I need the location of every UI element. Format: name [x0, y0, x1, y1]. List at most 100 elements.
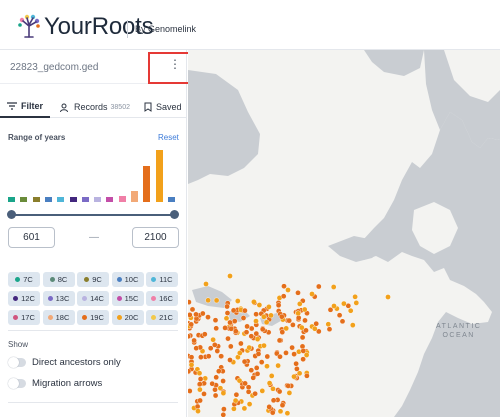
record-marker[interactable]: [279, 402, 286, 409]
record-marker[interactable]: [268, 373, 275, 379]
record-marker[interactable]: [253, 365, 260, 371]
century-chip-8c[interactable]: 8C: [42, 272, 75, 287]
record-marker[interactable]: [339, 318, 346, 325]
record-marker[interactable]: [207, 345, 214, 352]
record-marker[interactable]: [220, 412, 227, 417]
record-marker[interactable]: [331, 303, 337, 309]
record-marker[interactable]: [326, 326, 333, 333]
century-chip-7c[interactable]: 7C: [8, 272, 40, 287]
record-marker[interactable]: [188, 321, 194, 328]
record-marker[interactable]: [299, 334, 306, 341]
record-marker[interactable]: [253, 311, 259, 318]
record-marker[interactable]: [277, 408, 284, 415]
record-marker[interactable]: [205, 314, 211, 320]
record-marker[interactable]: [232, 397, 239, 404]
record-marker[interactable]: [281, 283, 287, 289]
century-chip-17c[interactable]: 17C: [8, 310, 40, 325]
record-marker[interactable]: [230, 307, 237, 314]
record-marker[interactable]: [231, 405, 237, 412]
map-view[interactable]: ATLANTIC OCEAN: [188, 50, 500, 417]
record-marker[interactable]: [210, 336, 216, 343]
record-marker[interactable]: [347, 307, 354, 314]
record-marker[interactable]: [221, 406, 227, 412]
record-marker[interactable]: [225, 335, 231, 342]
record-marker[interactable]: [296, 370, 303, 377]
record-marker[interactable]: [197, 397, 203, 404]
record-marker[interactable]: [222, 325, 228, 331]
record-marker[interactable]: [246, 401, 253, 407]
century-chip-14c[interactable]: 14C: [77, 291, 109, 306]
record-marker[interactable]: [349, 322, 356, 328]
record-marker[interactable]: [227, 357, 233, 363]
record-marker[interactable]: [246, 344, 253, 351]
record-marker[interactable]: [213, 374, 220, 381]
record-marker[interactable]: [235, 298, 241, 304]
record-marker[interactable]: [237, 350, 243, 356]
record-marker[interactable]: [286, 317, 292, 324]
record-marker[interactable]: [283, 350, 289, 356]
century-chip-10c[interactable]: 10C: [111, 272, 144, 287]
more-vertical-icon[interactable]: ⋮: [169, 57, 181, 71]
record-marker[interactable]: [189, 306, 196, 313]
slider-end-handle[interactable]: [170, 210, 179, 219]
record-marker[interactable]: [245, 388, 252, 395]
record-marker[interactable]: [238, 340, 244, 347]
record-marker[interactable]: [214, 348, 221, 354]
record-marker[interactable]: [291, 351, 297, 357]
record-marker[interactable]: [251, 299, 257, 305]
record-marker[interactable]: [315, 328, 322, 335]
century-chip-9c[interactable]: 9C: [77, 272, 109, 287]
record-marker[interactable]: [205, 353, 212, 360]
record-marker[interactable]: [264, 353, 271, 360]
record-marker[interactable]: [209, 380, 216, 387]
record-marker[interactable]: [266, 380, 273, 386]
tab-records[interactable]: Records 38502: [60, 96, 130, 118]
record-marker[interactable]: [309, 291, 315, 297]
record-marker[interactable]: [212, 386, 218, 393]
record-marker[interactable]: [212, 392, 219, 399]
record-marker[interactable]: [201, 331, 208, 338]
record-marker[interactable]: [341, 300, 347, 307]
record-marker[interactable]: [283, 325, 289, 332]
record-marker[interactable]: [385, 294, 391, 300]
record-marker[interactable]: [240, 315, 247, 321]
slider-start-handle[interactable]: [7, 210, 16, 219]
record-marker[interactable]: [188, 368, 192, 375]
record-marker[interactable]: [233, 328, 239, 335]
year-from-input[interactable]: 601: [8, 227, 55, 248]
record-marker[interactable]: [213, 325, 220, 332]
record-marker[interactable]: [236, 377, 243, 384]
record-marker[interactable]: [254, 370, 261, 377]
record-marker[interactable]: [299, 324, 305, 331]
reset-link[interactable]: Reset: [158, 133, 179, 142]
record-marker[interactable]: [286, 390, 293, 396]
record-marker[interactable]: [258, 359, 265, 365]
record-marker[interactable]: [279, 329, 286, 335]
record-marker[interactable]: [212, 317, 219, 324]
year-range-slider[interactable]: [11, 214, 175, 216]
record-marker[interactable]: [220, 378, 226, 384]
record-marker[interactable]: [279, 313, 285, 320]
record-marker[interactable]: [291, 373, 297, 380]
record-marker[interactable]: [270, 397, 277, 404]
record-marker[interactable]: [248, 325, 255, 332]
record-marker[interactable]: [228, 325, 235, 332]
family-tree-logo-icon[interactable]: [16, 13, 42, 39]
record-marker[interactable]: [295, 310, 301, 317]
record-marker[interactable]: [233, 391, 240, 398]
record-marker[interactable]: [227, 319, 233, 326]
record-marker[interactable]: [188, 354, 195, 361]
record-marker[interactable]: [297, 301, 303, 307]
tab-filter[interactable]: Filter: [0, 96, 50, 118]
record-marker[interactable]: [197, 376, 204, 382]
record-marker[interactable]: [270, 385, 276, 392]
century-chip-20c[interactable]: 20C: [111, 310, 144, 325]
record-marker[interactable]: [269, 409, 276, 416]
record-marker[interactable]: [188, 299, 192, 305]
record-marker[interactable]: [211, 342, 218, 348]
record-marker[interactable]: [224, 303, 230, 310]
record-marker[interactable]: [254, 336, 261, 342]
record-marker[interactable]: [330, 284, 337, 290]
record-marker[interactable]: [280, 293, 287, 299]
record-marker[interactable]: [266, 404, 272, 410]
